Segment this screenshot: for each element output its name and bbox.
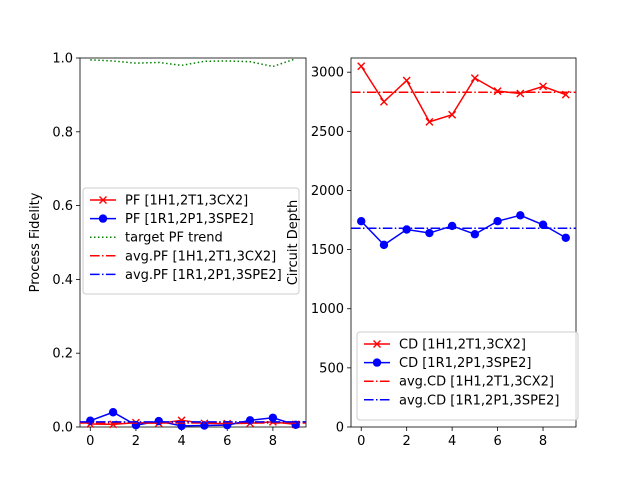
legend-label: PF [1R1,2P1,3SPE2]	[125, 212, 254, 227]
legend-label: PF [1H1,2T1,3CX2]	[125, 194, 248, 209]
series-1-0-point	[448, 110, 457, 119]
legend: PF [1H1,2T1,3CX2] PF [1R1,2P1,3SPE2] targe…	[82, 187, 300, 295]
series-1-0-point	[425, 117, 434, 126]
plot-area	[351, 62, 576, 250]
series-1-0-point	[493, 87, 502, 96]
y-tick-label: 0.2	[52, 347, 73, 362]
legend-box	[82, 187, 300, 295]
legend-label: avg.CD [1R1,2P1,3SPE2]	[399, 393, 559, 408]
legend-swatch-marker	[373, 340, 381, 348]
series-1-1-line	[360, 214, 567, 246]
series-1-1-point	[379, 240, 389, 250]
series-0-1-point	[268, 413, 278, 422]
y-tick-label: 0.6	[52, 199, 73, 214]
series-0-1-line	[90, 411, 296, 427]
legend-swatch-marker	[99, 196, 107, 204]
y-tick-label: 0	[336, 421, 344, 436]
legend-label: avg.CD [1H1,2T1,3CX2]	[399, 375, 554, 390]
y-tick-label: 3000	[311, 66, 344, 81]
series-1-0-point	[539, 82, 548, 91]
legend-label: CD [1H1,2T1,3CX2]	[399, 338, 526, 353]
x-tick-label: 6	[493, 434, 501, 449]
series-1-1-point	[538, 220, 548, 229]
series-1-0-point	[357, 62, 366, 71]
series-1-1-point	[470, 230, 480, 239]
y-axis-title: Circuit Depth	[286, 200, 301, 286]
x-tick-label: 4	[177, 434, 185, 449]
x-tick-label: 8	[269, 434, 277, 449]
y-tick-label: 0.4	[52, 273, 73, 288]
legend-swatch-marker	[372, 358, 382, 367]
axes-frame	[79, 57, 307, 428]
y-axis-title: Process Fidelity	[28, 192, 43, 292]
series-0-1-point	[108, 408, 118, 417]
x-tick-label: 8	[539, 434, 547, 449]
circuit-depth-chart: 0 2 4 6 8 0 500 1000 1500 2000 2500 3000 Circuit Dep…	[286, 57, 579, 449]
x-tick-label: 0	[357, 434, 365, 449]
y-tick-label: 2500	[311, 125, 344, 140]
y-tick-label: 0.0	[52, 421, 73, 436]
legend-box	[356, 331, 579, 421]
x-tick-label: 6	[223, 434, 231, 449]
legend-label: avg.PF [1R1,2P1,3SPE2]	[125, 268, 282, 283]
y-tick-label: 500	[319, 361, 344, 376]
series-0-1-point	[177, 421, 186, 430]
x-tick-label: 2	[403, 434, 411, 449]
series-1-1-point	[516, 211, 525, 220]
series-1-0-line	[360, 65, 567, 123]
x-tick-label: 2	[132, 434, 140, 449]
series-1-0-point	[402, 76, 411, 85]
process-fidelity-chart: 0 2 4 6 8 0.0 0.2 0.4 0.6 0.8 1.0 Process Fidelity P…	[28, 52, 307, 449]
series-1-0-point	[516, 89, 525, 98]
legend-label: avg.PF [1H1,2T1,3CX2]	[125, 249, 276, 264]
series-1-0-point	[470, 74, 479, 83]
y-tick-label: 1500	[311, 243, 344, 258]
y-tick-label: 1000	[311, 302, 344, 317]
legend-swatch-marker	[98, 214, 108, 223]
series-1-1-point	[425, 228, 434, 238]
series-1-1-point	[402, 225, 411, 234]
series-1-1-point	[493, 217, 502, 226]
legend-label: CD [1R1,2P1,3SPE2]	[399, 356, 531, 371]
x-tick-label: 4	[448, 434, 456, 449]
series-1-1-point	[561, 233, 570, 242]
series-1-0-point	[379, 97, 388, 106]
legend: CD [1H1,2T1,3CX2] CD [1R1,2P1,3SPE2] avg.C…	[356, 331, 579, 421]
series-1-1-point	[357, 217, 366, 226]
series-0-1-point	[200, 421, 209, 430]
plot-area	[80, 58, 306, 430]
series-0-2-line	[90, 58, 296, 68]
legend-label: target PF trend	[125, 231, 223, 246]
y-tick-label: 2000	[311, 184, 344, 199]
x-tick-label: 0	[86, 434, 94, 449]
y-tick-label: 1.0	[52, 52, 73, 67]
y-tick-label: 0.8	[52, 125, 73, 140]
axes-frame	[350, 57, 577, 428]
